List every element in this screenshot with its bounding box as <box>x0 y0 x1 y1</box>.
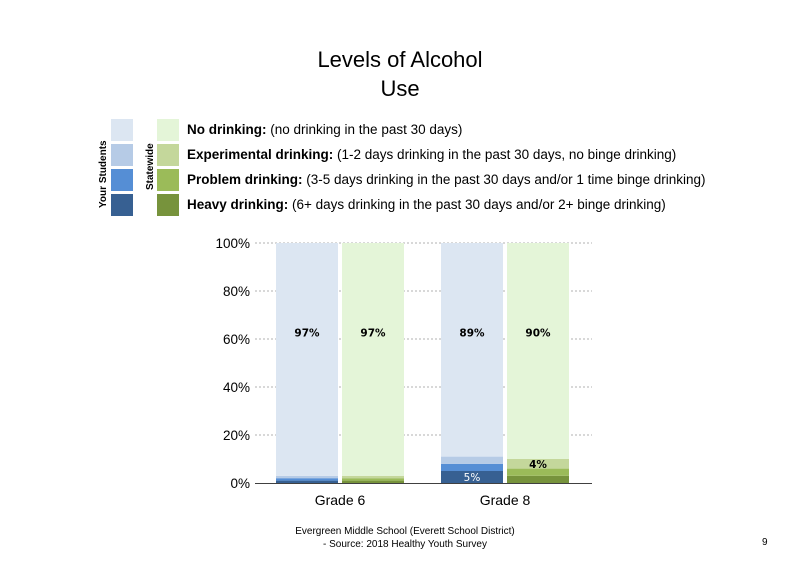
y-tick-label: 100% <box>215 236 250 251</box>
legend-item-heavy: Heavy drinking: (6+ days drinking in the… <box>187 197 666 212</box>
legend-swatch-your-problem <box>111 169 133 191</box>
bar-segment <box>276 475 338 479</box>
y-tick-label: 60% <box>223 332 250 347</box>
bar-segment <box>441 243 503 457</box>
data-label: 97% <box>360 328 386 340</box>
legend-swatch-your-experimental <box>111 144 133 166</box>
bar-segment <box>276 480 338 483</box>
legend-item-no-drinking: No drinking: (no drinking in the past 30… <box>187 122 462 137</box>
bar-segment <box>441 456 503 464</box>
data-label: 89% <box>459 328 485 340</box>
data-label: 4% <box>529 459 547 471</box>
bar-segment <box>507 243 569 459</box>
legend-item-desc: (no drinking in the past 30 days) <box>266 122 463 137</box>
x-tick-label: Grade 8 <box>480 492 531 508</box>
bar-segment <box>441 463 503 471</box>
bar-segment <box>276 478 338 481</box>
footer-source: - Source: 2018 Healthy Youth Survey <box>323 539 487 550</box>
bar-segment <box>276 243 338 476</box>
legend-swatch-state-heavy <box>157 194 179 216</box>
bar-segment <box>342 478 404 481</box>
chart-title-line2: Use <box>380 76 420 101</box>
legend-swatch-your-heavy <box>111 194 133 216</box>
data-label: 97% <box>294 328 320 340</box>
legend-item-desc: (6+ days drinking in the past 30 days an… <box>288 197 666 212</box>
legend-item-title: Problem drinking: <box>187 172 303 187</box>
data-label: 5% <box>464 472 481 484</box>
legend-item-desc: (1-2 days drinking in the past 30 days, … <box>333 147 677 162</box>
legend-item-experimental: Experimental drinking: (1-2 days drinkin… <box>187 147 676 162</box>
data-label: 90% <box>525 328 551 340</box>
bar-segment <box>507 468 569 476</box>
legend-item-desc: (3-5 days drinking in the past 30 days a… <box>302 172 706 187</box>
legend-swatch-your-no-drinking <box>111 119 133 141</box>
legend-item-title: Experimental drinking: <box>187 147 334 162</box>
page-number: 9 <box>762 537 768 548</box>
legend-item-title: Heavy drinking: <box>187 197 289 212</box>
y-tick-label: 40% <box>223 380 250 395</box>
chart-title-line1: Levels of Alcohol <box>317 47 483 72</box>
bar-segment <box>342 243 404 476</box>
bar-segment <box>342 475 404 479</box>
y-tick-label: 20% <box>223 428 250 443</box>
bar-segment <box>441 471 503 483</box>
legend-item-title: No drinking: <box>187 122 267 137</box>
legend-swatch-state-experimental <box>157 144 179 166</box>
y-tick-label: 0% <box>230 476 250 491</box>
legend-item-problem: Problem drinking: (3-5 days drinking in … <box>187 172 706 187</box>
bar-segment <box>342 480 404 483</box>
legend-swatch-state-problem <box>157 169 179 191</box>
legend-swatch-state-no-drinking <box>157 119 179 141</box>
x-tick-label: Grade 6 <box>315 492 366 508</box>
y-tick-label: 80% <box>223 284 250 299</box>
bar-segment <box>507 475 569 483</box>
bar-segment <box>507 459 569 469</box>
footer-school: Evergreen Middle School (Everett School … <box>295 526 515 537</box>
